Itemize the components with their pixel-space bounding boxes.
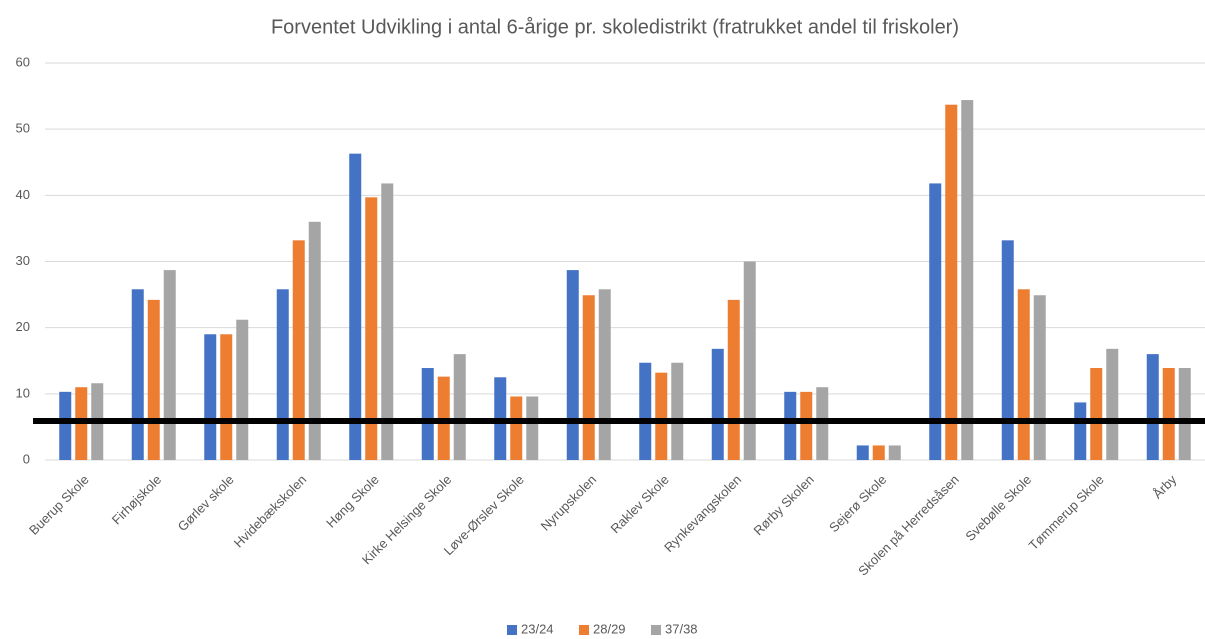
- x-tick-label: Løve-Ørslev Skole: [441, 472, 527, 558]
- y-tick-label: 50: [16, 121, 30, 136]
- bar: [711, 348, 724, 460]
- bar: [526, 396, 539, 460]
- bar: [236, 319, 249, 460]
- bar: [365, 197, 378, 460]
- y-tick-label: 10: [16, 385, 30, 400]
- x-tick-label: Høng Skole: [323, 472, 382, 531]
- y-tick-label: 20: [16, 319, 30, 334]
- bar: [220, 334, 233, 460]
- bar: [727, 299, 740, 460]
- x-tick-label: Rørby Skolen: [751, 472, 817, 538]
- x-tick-label: Gørlev skole: [175, 472, 237, 534]
- bar: [1090, 368, 1103, 460]
- bar: [349, 153, 362, 461]
- bar: [1017, 289, 1030, 460]
- bar: [308, 221, 321, 460]
- bar: [945, 104, 958, 460]
- bar: [453, 354, 466, 460]
- legend-label: 23/24: [521, 621, 554, 636]
- bar: [784, 391, 797, 460]
- y-tick-label: 0: [23, 451, 30, 466]
- y-tick-label: 30: [16, 253, 30, 268]
- bar: [1001, 240, 1014, 460]
- bar: [1033, 295, 1046, 460]
- bar: [292, 240, 305, 460]
- x-tick-label: Årby: [1150, 472, 1180, 502]
- bar: [582, 295, 595, 460]
- bar: [1178, 368, 1191, 460]
- legend-label: 37/38: [665, 621, 698, 636]
- x-tick-label: Nyrupskolen: [538, 472, 600, 534]
- bar: [1146, 354, 1159, 460]
- legend-label: 28/29: [593, 621, 626, 636]
- x-tick-label: Tømmerup Skole: [1026, 472, 1107, 553]
- bar: [929, 183, 942, 460]
- bar: [204, 334, 217, 460]
- bar: [59, 391, 72, 460]
- legend-swatch: [579, 625, 589, 635]
- chart-title: Forventet Udvikling i antal 6-årige pr. …: [271, 16, 959, 38]
- bar: [800, 391, 813, 460]
- legend-swatch: [507, 625, 517, 635]
- bar: [276, 289, 289, 460]
- x-tick-label: Rynkevangskolen: [661, 472, 744, 555]
- x-tick-label: Raklev Skole: [608, 472, 672, 536]
- bar: [1162, 368, 1175, 460]
- bar: [872, 445, 885, 460]
- bar: [421, 368, 434, 460]
- bar: [147, 299, 160, 460]
- bar: [888, 445, 901, 460]
- x-tick-label: Firhøjskole: [109, 472, 165, 528]
- bar: [1074, 402, 1087, 460]
- bar: [639, 362, 652, 460]
- bar: [743, 261, 756, 460]
- bar: [1106, 348, 1119, 460]
- x-tick-label: Buerup Skole: [26, 472, 92, 538]
- bar: [655, 372, 668, 460]
- x-tick-label: Hvidebækskolen: [231, 472, 310, 551]
- bar: [961, 100, 974, 460]
- y-tick-label: 60: [16, 54, 30, 69]
- bar: [131, 289, 144, 460]
- legend-swatch: [651, 625, 661, 635]
- x-tick-label: Svebølle Skole: [962, 472, 1034, 544]
- bar: [381, 183, 394, 460]
- y-tick-label: 40: [16, 187, 30, 202]
- bar: [510, 396, 523, 460]
- bar: [163, 270, 176, 460]
- bar: [598, 289, 611, 460]
- bar: [856, 445, 869, 460]
- bar: [671, 362, 684, 460]
- bar: [566, 270, 579, 460]
- x-tick-label: Sejerø Skole: [826, 472, 889, 535]
